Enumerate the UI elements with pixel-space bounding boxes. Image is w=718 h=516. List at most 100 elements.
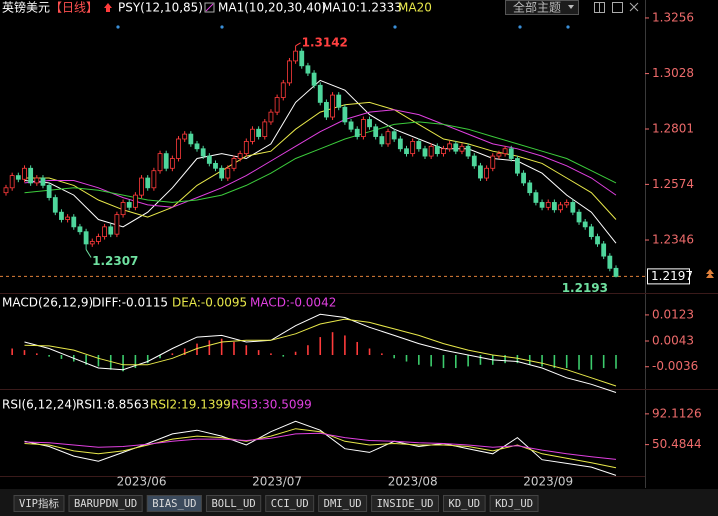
candle-body (126, 202, 132, 208)
candle-body (441, 148, 446, 155)
candle-body (77, 226, 83, 233)
rsi-line (24, 420, 617, 476)
candle-body (71, 216, 77, 228)
candle-body (280, 82, 286, 98)
candle-body (305, 65, 311, 74)
tab-background (13, 495, 65, 512)
candle-body (9, 175, 15, 189)
tab[interactable]: BIAS_UD (146, 495, 202, 512)
x-tick-label: 2023/09 (523, 475, 573, 489)
scroll-arrow[interactable] (706, 269, 714, 278)
candle-body (576, 211, 582, 223)
candle-body (231, 158, 237, 169)
window-icon[interactable] (612, 2, 623, 13)
candle-body (613, 267, 619, 277)
y-tick-label: 0.0043 (652, 333, 694, 347)
candle-body (465, 145, 471, 157)
theme-dropdown[interactable] (505, 0, 579, 15)
candle-body (367, 119, 372, 128)
candle-body (484, 167, 490, 179)
close-icon[interactable] (629, 2, 639, 12)
candle-body (391, 131, 397, 140)
tab[interactable]: CCI_UD (265, 495, 315, 512)
candle-body (114, 214, 120, 235)
candle-body (434, 145, 440, 155)
candle-body (15, 175, 21, 180)
tab[interactable]: BARUPDN_UD (68, 495, 143, 512)
high-annotation: 1.3142 (302, 35, 348, 49)
candle-body (169, 158, 175, 169)
candle-body (200, 148, 206, 157)
rsi-header-item: RSI2:19.1399 (150, 398, 231, 412)
tab-label[interactable]: DMI_UD (324, 498, 362, 510)
candle-body (163, 153, 169, 169)
rsi-line (24, 432, 617, 460)
candle-body (243, 141, 249, 155)
tab[interactable]: KD_UD (443, 495, 486, 512)
ma-icon-line (205, 3, 214, 12)
candle-body (65, 216, 71, 220)
header-item: MA1(10,20,30,40) (218, 1, 326, 15)
candle-body (34, 177, 40, 184)
tab-label[interactable]: INSIDE_UD (377, 498, 434, 510)
candle-body (293, 50, 298, 62)
event-marker (518, 25, 522, 29)
candle-body (490, 155, 496, 169)
candle-body (59, 211, 64, 220)
candle-body (206, 155, 212, 164)
tab-label[interactable]: BOLL_UD (211, 498, 255, 510)
candle-body (385, 131, 391, 145)
high-pointer (295, 42, 301, 47)
candle-body (428, 145, 434, 157)
candle-body (225, 167, 231, 179)
tab-label[interactable]: BARUPDN_UD (74, 498, 137, 510)
candle-body (330, 94, 335, 118)
y-tick-label: 0.0123 (652, 307, 694, 321)
candle-body (213, 162, 218, 169)
candle-body (268, 111, 274, 123)
candle-body (404, 148, 409, 155)
candle-body (410, 141, 416, 155)
candle-body (570, 202, 576, 213)
candle-body (83, 231, 89, 245)
candle-body (287, 60, 292, 84)
tab-label[interactable]: BIAS_UD (152, 498, 196, 510)
candle-body (521, 172, 526, 184)
header-item: MA10:1.2333 (322, 1, 402, 15)
event-marker (116, 25, 120, 29)
tab[interactable]: BOLL_UD (205, 495, 262, 512)
tab-label[interactable]: VIP指标 (19, 497, 59, 510)
candle-body (3, 187, 9, 194)
tab[interactable]: INSIDE_UD (371, 495, 439, 512)
y-tick-label: -0.0036 (652, 359, 698, 373)
y-tick-label: 50.4844 (652, 437, 702, 451)
tab-label[interactable]: CCI_UD (271, 498, 309, 510)
candle-body (471, 155, 477, 167)
candle-body (139, 177, 144, 196)
tab-background (146, 495, 202, 512)
event-marker (393, 25, 397, 29)
candle-body (151, 170, 157, 189)
candle-body (194, 143, 200, 150)
theme-dropdown-label[interactable]: 全部主题 (513, 0, 561, 15)
header-item: MA20 (398, 1, 432, 15)
candle-body (28, 167, 34, 184)
tab[interactable]: DMI_UD (318, 495, 368, 512)
candle-body (132, 194, 138, 208)
candle-body (256, 128, 262, 137)
tab[interactable]: KDJ_UD (489, 495, 539, 512)
tab-label[interactable]: KDJ_UD (495, 498, 533, 510)
candle-body (533, 192, 539, 203)
last-price-box (647, 268, 690, 285)
rsi-header-item: RSI1:8.8563 (76, 398, 149, 412)
candle-body (262, 121, 268, 137)
candle-body (496, 153, 502, 157)
y-tick-label: 1.2346 (652, 233, 694, 247)
candle-body (558, 204, 563, 211)
tab[interactable]: VIP指标 (13, 495, 65, 512)
tab-label[interactable]: KD_UD (449, 498, 481, 510)
rsi-header-item: RSI(6,12,24) (2, 398, 77, 412)
y-tick-label: 92.1126 (652, 406, 702, 420)
candle-body (250, 128, 255, 142)
